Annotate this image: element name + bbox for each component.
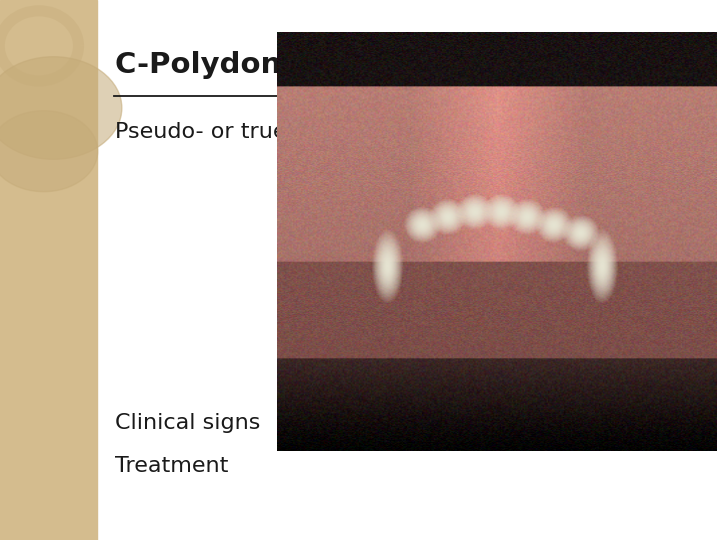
Circle shape <box>0 111 98 192</box>
Text: Treatment: Treatment <box>115 456 228 476</box>
Text: C-Polydontia (supernumerary teeth): C-Polydontia (supernumerary teeth) <box>115 51 712 79</box>
Circle shape <box>0 57 122 159</box>
Text: Clinical signs: Clinical signs <box>115 413 261 433</box>
Bar <box>0 0 97 540</box>
Text: Pseudo- or true: Pseudo- or true <box>115 122 287 141</box>
